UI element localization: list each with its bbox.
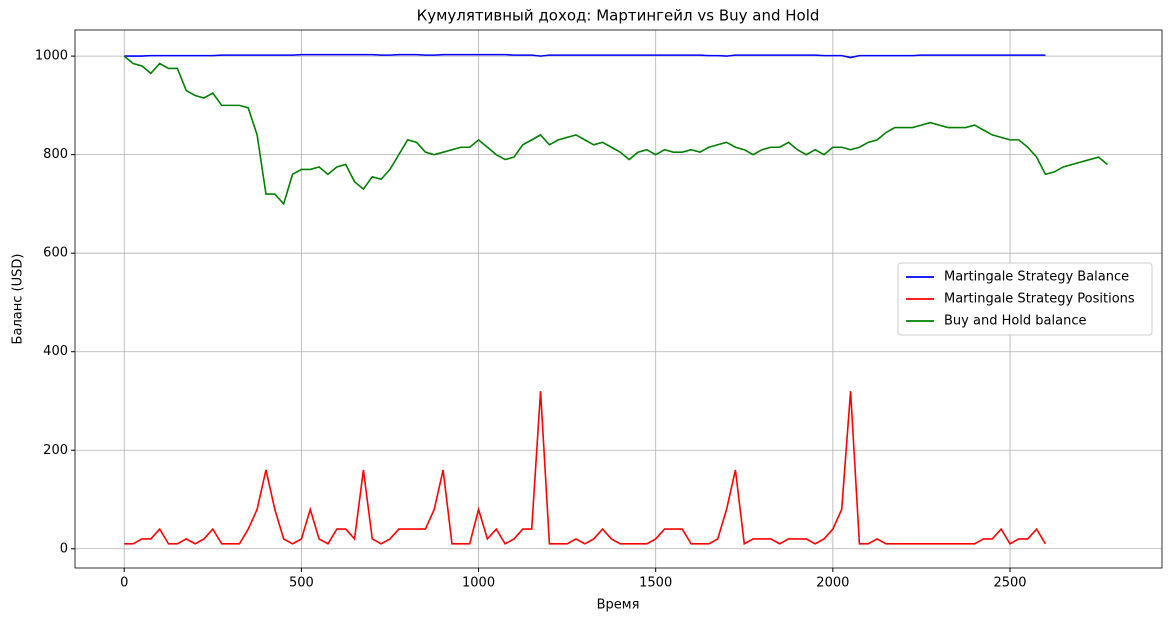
legend-box bbox=[897, 262, 1153, 336]
x-tick-label: 500 bbox=[289, 576, 314, 591]
y-axis-label: Баланс (USD) bbox=[11, 254, 26, 345]
x-tick-label: 1000 bbox=[462, 576, 495, 591]
y-tick-label: 800 bbox=[43, 147, 68, 162]
x-axis-label: Время bbox=[597, 598, 640, 613]
x-tick-label: 1500 bbox=[639, 576, 672, 591]
legend-label: Martingale Strategy Positions bbox=[944, 292, 1135, 307]
legend-label: Martingale Strategy Balance bbox=[944, 270, 1129, 285]
legend-label: Buy and Hold balance bbox=[944, 314, 1086, 329]
y-tick-label: 0 bbox=[60, 541, 68, 556]
x-tick-label: 2500 bbox=[993, 576, 1026, 591]
y-tick-label: 200 bbox=[43, 443, 68, 458]
line bbox=[123, 55, 1108, 206]
x-tick-label: 2000 bbox=[816, 576, 849, 591]
chart-title: Кумулятивный доход: Мартингейл vs Buy an… bbox=[417, 7, 820, 25]
y-tick-label: 400 bbox=[43, 344, 68, 359]
x-tick-label: 0 bbox=[120, 576, 128, 591]
line bbox=[124, 53, 1046, 59]
y-tick-label: 600 bbox=[43, 246, 68, 261]
legend: Martingale Strategy Balance Martingale St… bbox=[897, 262, 1153, 336]
line bbox=[124, 391, 1047, 546]
y-tick-label: 1000 bbox=[35, 49, 68, 64]
plot-frame bbox=[74, 29, 1163, 569]
